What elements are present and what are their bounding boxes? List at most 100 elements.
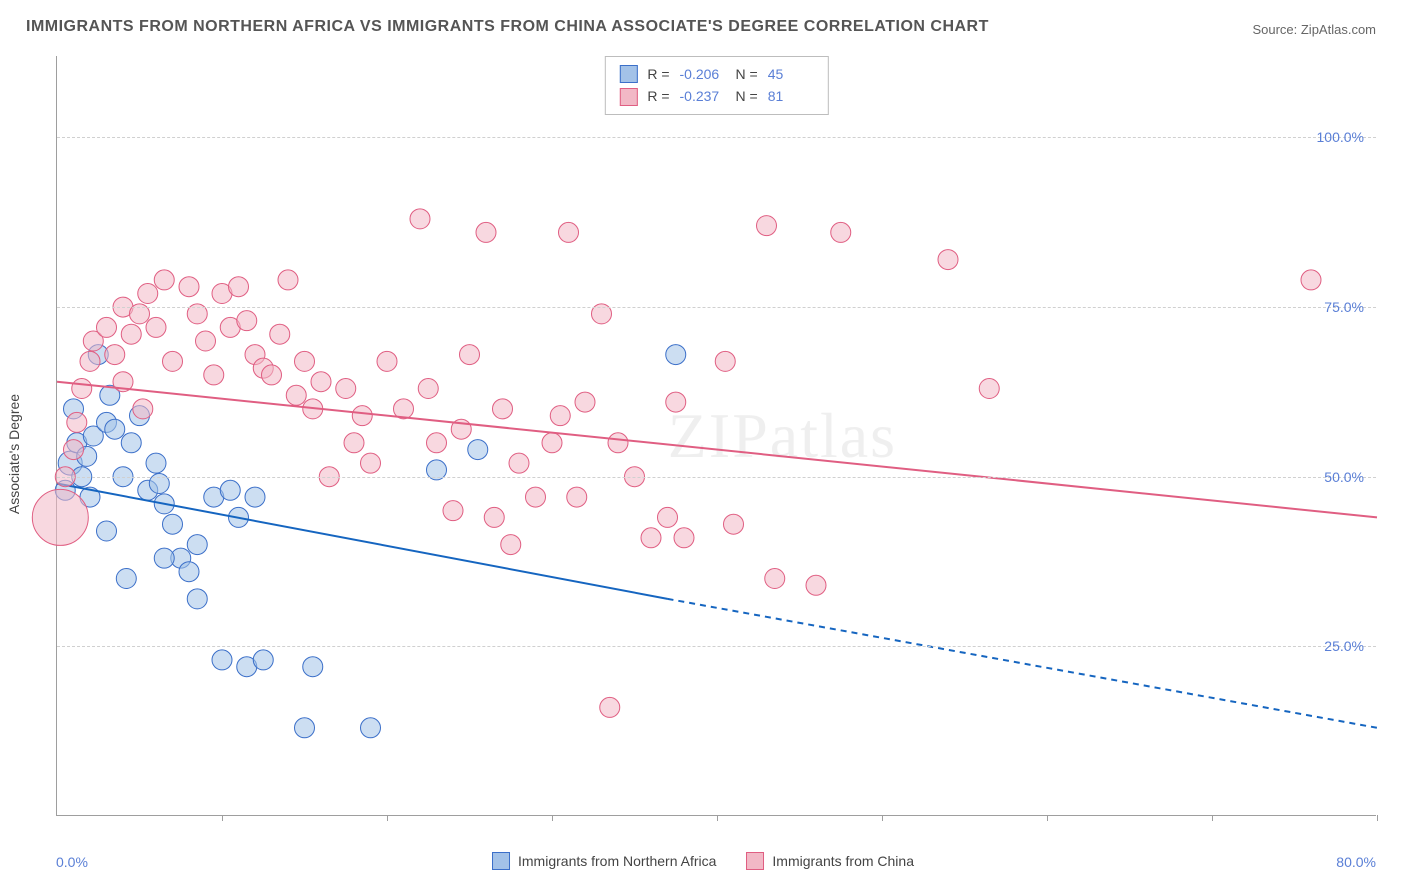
legend-swatch (492, 852, 510, 870)
legend-swatch-pink (619, 88, 637, 106)
correlation-legend-box: R = -0.206 N = 45 R = -0.237 N = 81 (604, 56, 828, 115)
scatter-point (253, 650, 273, 670)
scatter-point (352, 406, 372, 426)
scatter-svg (57, 56, 1376, 815)
scatter-point (666, 392, 686, 412)
gridline-h (57, 307, 1376, 308)
scatter-point (476, 222, 496, 242)
scatter-point (542, 433, 562, 453)
scatter-point (64, 440, 84, 460)
gridline-h (57, 646, 1376, 647)
scatter-point (427, 433, 447, 453)
y-axis-title: Associate's Degree (6, 394, 22, 514)
scatter-point (196, 331, 216, 351)
scatter-point (509, 453, 529, 473)
scatter-point (154, 270, 174, 290)
scatter-point (286, 385, 306, 405)
gridline-h (57, 477, 1376, 478)
scatter-point (311, 372, 331, 392)
scatter-point (229, 277, 249, 297)
scatter-point (278, 270, 298, 290)
scatter-point (938, 250, 958, 270)
scatter-point (550, 406, 570, 426)
scatter-point (501, 535, 521, 555)
x-max-label: 80.0% (1336, 854, 1376, 870)
scatter-point (468, 440, 488, 460)
scatter-point (418, 379, 438, 399)
scatter-point (154, 548, 174, 568)
scatter-point (526, 487, 546, 507)
n-label: N = (736, 63, 758, 85)
scatter-point (484, 507, 504, 527)
x-tick (1377, 815, 1378, 821)
n-value-2: 81 (768, 85, 814, 107)
scatter-point (608, 433, 628, 453)
r-label: R = (647, 85, 669, 107)
x-tick (387, 815, 388, 821)
scatter-point (212, 650, 232, 670)
scatter-point (133, 399, 153, 419)
scatter-point (361, 718, 381, 738)
scatter-point (146, 317, 166, 337)
scatter-point (97, 521, 117, 541)
legend-item: Immigrants from China (746, 852, 914, 870)
legend-item: Immigrants from Northern Africa (492, 852, 716, 870)
scatter-point (658, 507, 678, 527)
y-tick-label: 50.0% (1324, 469, 1364, 485)
scatter-point (105, 419, 125, 439)
scatter-point (105, 345, 125, 365)
legend-label: Immigrants from China (772, 853, 914, 869)
scatter-point (262, 365, 282, 385)
scatter-point (344, 433, 364, 453)
scatter-point (715, 351, 735, 371)
n-label: N = (736, 85, 758, 107)
y-tick-label: 75.0% (1324, 299, 1364, 315)
scatter-point (575, 392, 595, 412)
y-tick-label: 100.0% (1317, 129, 1364, 145)
scatter-point (600, 697, 620, 717)
scatter-point (674, 528, 694, 548)
scatter-point (377, 351, 397, 371)
scatter-point (295, 351, 315, 371)
scatter-point (303, 657, 323, 677)
scatter-point (559, 222, 579, 242)
scatter-point (641, 528, 661, 548)
scatter-point (138, 284, 158, 304)
scatter-point (979, 379, 999, 399)
scatter-point (97, 317, 117, 337)
scatter-point (806, 575, 826, 595)
bottom-legend: Immigrants from Northern Africa Immigrant… (492, 852, 914, 870)
x-tick (552, 815, 553, 821)
chart-title: IMMIGRANTS FROM NORTHERN AFRICA VS IMMIG… (26, 18, 989, 36)
x-tick (717, 815, 718, 821)
scatter-point (1301, 270, 1321, 290)
scatter-point (187, 535, 207, 555)
x-min-label: 0.0% (56, 854, 88, 870)
scatter-point (187, 589, 207, 609)
scatter-point (237, 311, 257, 331)
scatter-point (116, 569, 136, 589)
scatter-point (121, 324, 141, 344)
scatter-point (220, 480, 240, 500)
plot-area: ZIPatlas R = -0.206 N = 45 R = -0.237 N … (56, 56, 1376, 816)
scatter-point (765, 569, 785, 589)
scatter-point (361, 453, 381, 473)
scatter-point (72, 379, 92, 399)
scatter-point (443, 501, 463, 521)
source-label: Source: ZipAtlas.com (1252, 22, 1376, 37)
gridline-h (57, 137, 1376, 138)
legend-swatch-blue (619, 65, 637, 83)
scatter-point (179, 562, 199, 582)
y-tick-label: 25.0% (1324, 638, 1364, 654)
scatter-point (493, 399, 513, 419)
scatter-point (80, 351, 100, 371)
scatter-point (567, 487, 587, 507)
scatter-point (163, 351, 183, 371)
scatter-point (270, 324, 290, 344)
legend-swatch (746, 852, 764, 870)
scatter-point (121, 433, 141, 453)
x-tick (1212, 815, 1213, 821)
n-value-1: 45 (768, 63, 814, 85)
x-tick (882, 815, 883, 821)
scatter-point (724, 514, 744, 534)
